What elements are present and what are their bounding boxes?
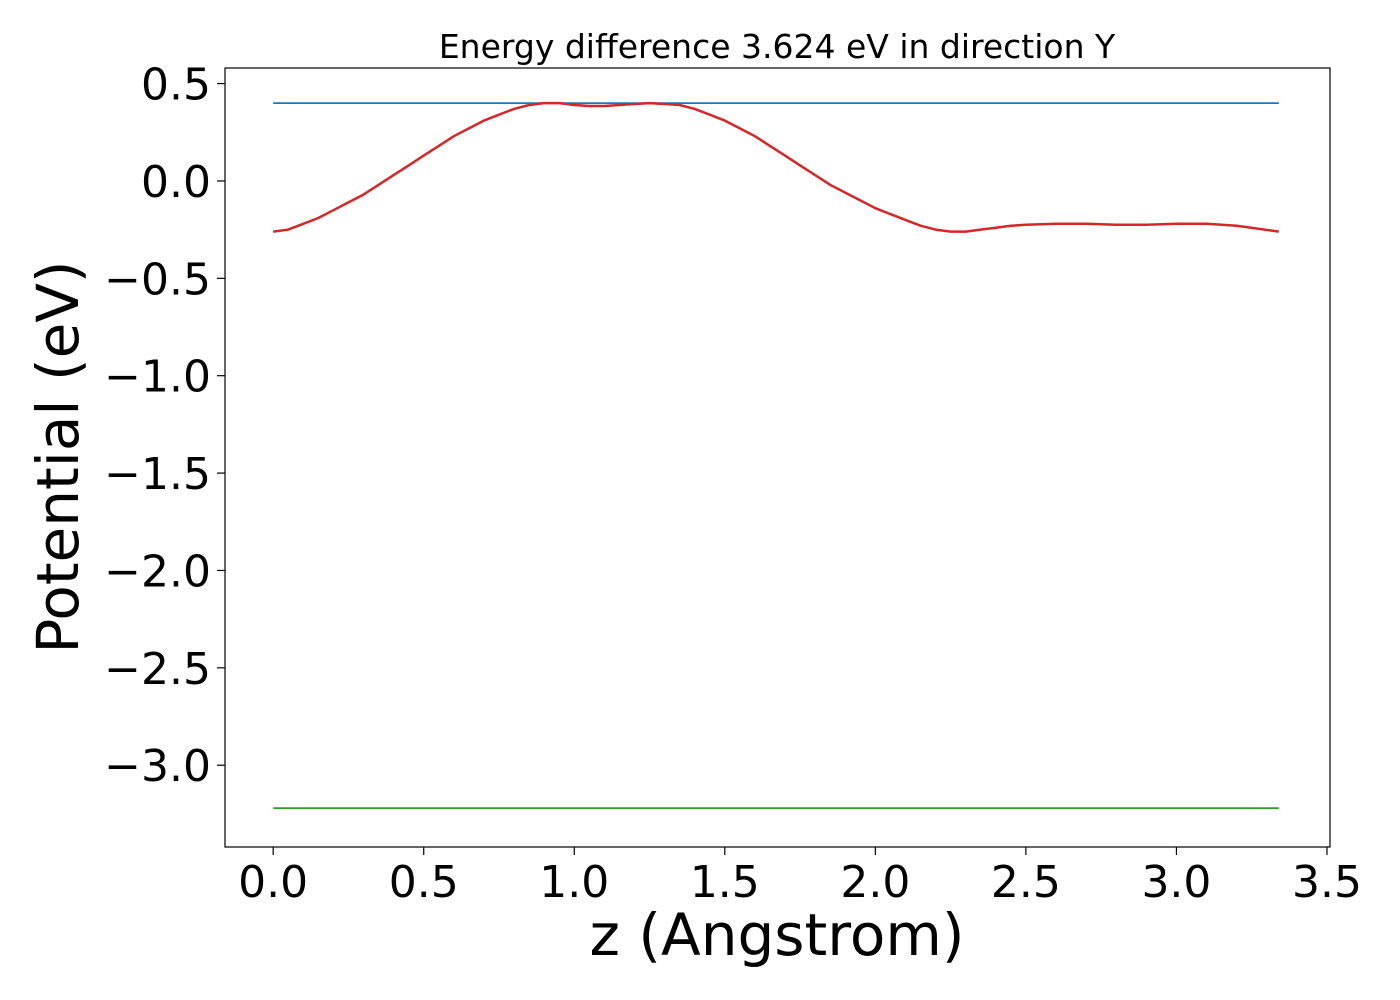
x-tick-label: 3.5 — [1292, 857, 1362, 908]
x-axis-label: z (Angstrom) — [590, 901, 965, 969]
y-tick-label: −3.0 — [104, 741, 211, 792]
potential-curve — [273, 101, 1279, 233]
x-tick-label: 3.0 — [1141, 857, 1211, 908]
x-axis: 0.0 0.5 1.0 1.5 2.0 2.5 3.0 3.5 — [238, 847, 1362, 908]
y-axis-label: Potential (eV) — [24, 260, 92, 653]
x-tick-label: 0.5 — [389, 857, 459, 908]
plot-area — [224, 67, 1331, 848]
y-tick-label: −1.5 — [104, 449, 211, 500]
x-tick-label: 0.0 — [238, 857, 308, 908]
y-tick-label: −0.5 — [104, 254, 211, 305]
y-tick-label: 0.5 — [141, 60, 211, 111]
x-tick-label: 1.0 — [539, 857, 609, 908]
y-tick-label: −2.0 — [104, 546, 211, 597]
x-tick-label: 2.0 — [840, 857, 910, 908]
series-layer — [273, 101, 1279, 809]
y-axis: 0.5 0.0 −0.5 −1.0 −1.5 −2.0 −2.5 −3.0 — [104, 60, 225, 792]
y-tick-label: −1.0 — [104, 352, 211, 403]
x-tick-label: 2.5 — [991, 857, 1061, 908]
x-tick-label: 1.5 — [690, 857, 760, 908]
y-tick-label: 0.0 — [141, 157, 211, 208]
chart-title: Energy difference 3.624 eV in direction … — [439, 27, 1116, 66]
y-tick-label: −2.5 — [104, 644, 211, 695]
